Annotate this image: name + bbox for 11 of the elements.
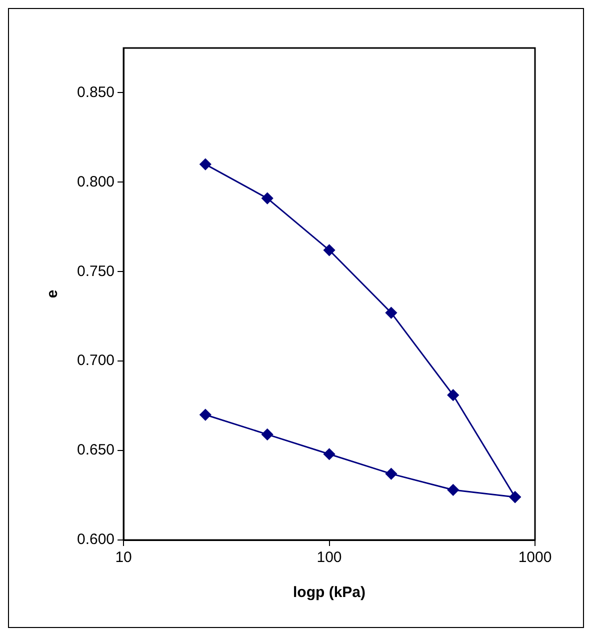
x-axis-title: logp (kPa) <box>293 584 366 602</box>
y-axis-title: e <box>44 290 62 298</box>
y-tick-label: 0.800 <box>76 173 115 190</box>
x-tick-label: 1000 <box>518 549 552 566</box>
y-tick-label: 0.850 <box>76 84 115 101</box>
y-tick-label: 0.700 <box>76 352 115 370</box>
y-tick-label: 0.750 <box>76 262 115 280</box>
y-tick-label: 0.600 <box>76 531 115 548</box>
x-tick-label: 10 <box>115 549 132 566</box>
x-tick-label: 100 <box>316 549 342 566</box>
y-tick-label: 0.650 <box>76 442 115 459</box>
